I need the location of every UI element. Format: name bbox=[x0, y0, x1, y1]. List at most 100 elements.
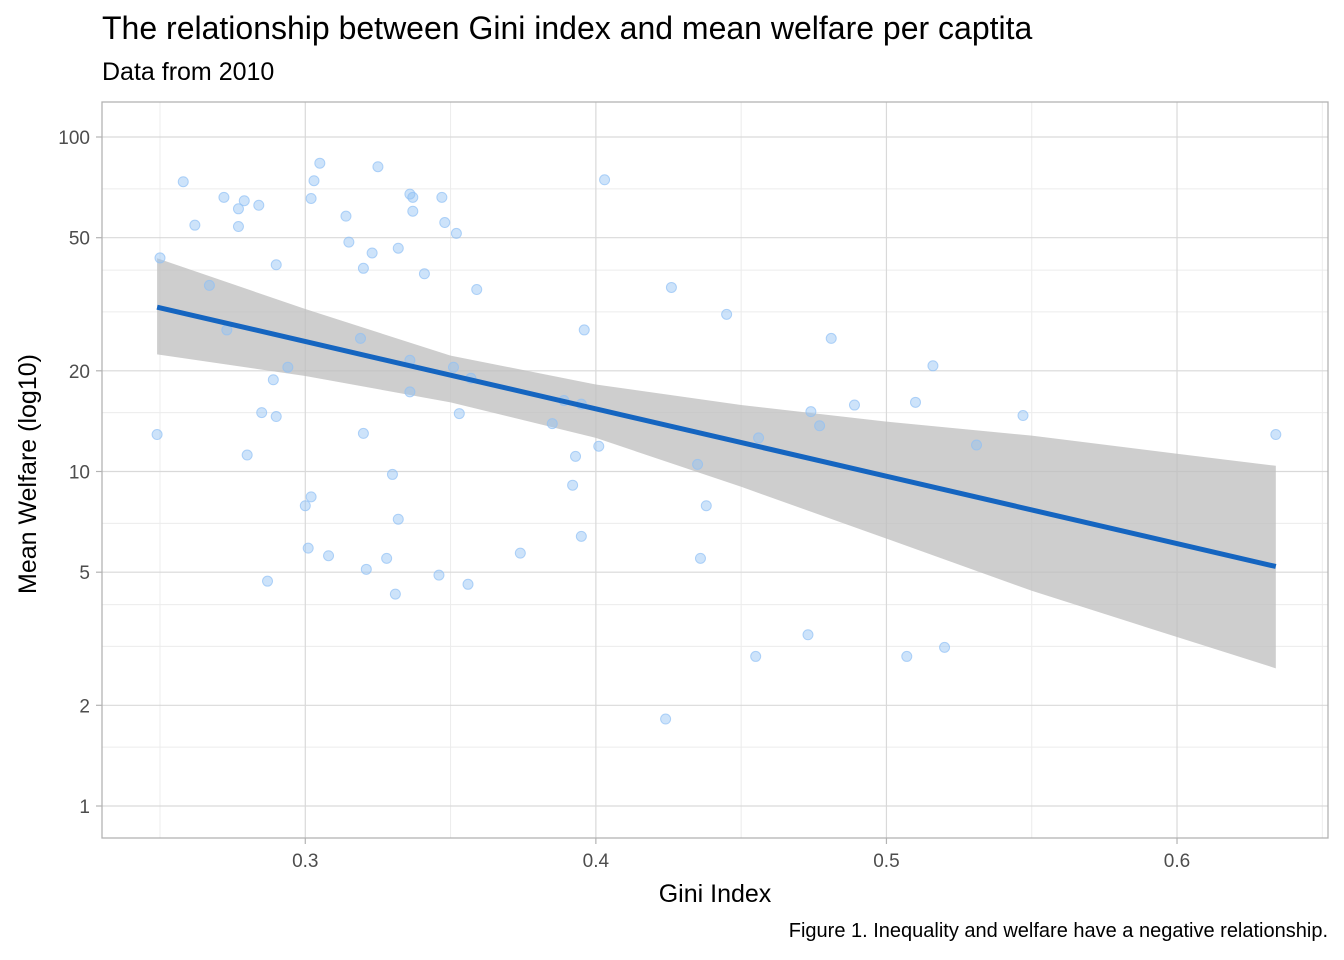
y-axis-title: Mean Welfare (log10) bbox=[14, 354, 42, 594]
data-point bbox=[357, 262, 369, 274]
data-point bbox=[267, 374, 279, 386]
data-point bbox=[665, 281, 677, 293]
data-point bbox=[848, 399, 860, 411]
data-point bbox=[407, 191, 419, 203]
data-point bbox=[256, 407, 268, 419]
data-point bbox=[404, 386, 416, 398]
data-point bbox=[218, 191, 230, 203]
data-point bbox=[323, 550, 335, 562]
data-point bbox=[593, 440, 605, 452]
data-point bbox=[1270, 429, 1282, 441]
data-point bbox=[814, 420, 826, 432]
chart-title: The relationship between Gini index and … bbox=[102, 10, 1033, 46]
data-point bbox=[514, 547, 526, 559]
data-point bbox=[389, 588, 401, 600]
x-tick-label: 0.4 bbox=[583, 851, 610, 872]
chart-subtitle: Data from 2010 bbox=[102, 58, 275, 86]
data-point bbox=[270, 411, 282, 423]
data-point bbox=[203, 279, 215, 291]
y-tick-label: 10 bbox=[69, 463, 90, 484]
data-point bbox=[462, 578, 474, 590]
data-point bbox=[308, 175, 320, 187]
y-tick-label: 100 bbox=[58, 128, 90, 149]
data-point bbox=[154, 252, 166, 264]
chart-caption: Figure 1. Inequality and welfare have a … bbox=[788, 920, 1328, 942]
confidence-band-layer bbox=[157, 258, 1276, 669]
data-point bbox=[802, 629, 814, 641]
data-point bbox=[392, 242, 404, 254]
x-tick-label: 0.6 bbox=[1164, 851, 1190, 872]
data-point bbox=[447, 361, 459, 373]
data-point bbox=[1017, 410, 1029, 422]
x-tick-label: 0.3 bbox=[292, 851, 318, 872]
data-point bbox=[939, 641, 951, 653]
data-point bbox=[750, 650, 762, 662]
data-point bbox=[439, 217, 451, 229]
data-point bbox=[392, 513, 404, 525]
data-point bbox=[343, 236, 355, 248]
data-point bbox=[694, 552, 706, 564]
data-point bbox=[241, 449, 253, 461]
x-axis-title: Gini Index bbox=[659, 880, 772, 908]
data-point bbox=[366, 247, 378, 259]
data-point bbox=[971, 439, 983, 451]
data-point bbox=[418, 268, 430, 280]
data-point bbox=[238, 195, 250, 207]
data-point bbox=[927, 360, 939, 372]
data-point bbox=[471, 284, 483, 296]
x-tick-label: 0.5 bbox=[873, 851, 899, 872]
y-tick-label: 2 bbox=[79, 696, 90, 717]
data-point bbox=[151, 429, 163, 441]
data-point bbox=[692, 458, 704, 470]
data-point bbox=[372, 161, 384, 173]
data-point bbox=[360, 563, 372, 575]
data-point bbox=[578, 324, 590, 336]
trend-line bbox=[156, 304, 1277, 569]
data-point bbox=[453, 408, 465, 420]
data-point bbox=[282, 361, 294, 373]
y-tick-label: 50 bbox=[69, 229, 90, 250]
data-point bbox=[599, 174, 611, 186]
data-point bbox=[340, 210, 352, 222]
data-point bbox=[570, 450, 582, 462]
data-point bbox=[189, 219, 201, 231]
y-tick-label: 5 bbox=[79, 563, 90, 584]
data-point bbox=[354, 332, 366, 344]
data-point bbox=[270, 259, 282, 271]
data-point bbox=[262, 575, 274, 587]
data-point bbox=[901, 650, 913, 662]
trend-line-layer bbox=[156, 304, 1277, 569]
data-point bbox=[433, 569, 445, 581]
data-point bbox=[253, 199, 265, 211]
axis-layer: 0.3 0.4 0.5 0.6 1 2 5 10 20 50 100 bbox=[58, 101, 1329, 872]
data-point bbox=[436, 191, 448, 203]
data-point bbox=[660, 713, 672, 725]
data-point bbox=[381, 552, 393, 564]
y-tick-label: 20 bbox=[69, 362, 90, 383]
data-point bbox=[825, 332, 837, 344]
data-point bbox=[575, 530, 587, 542]
data-point bbox=[805, 406, 817, 418]
panel-border bbox=[101, 101, 1329, 839]
data-point bbox=[357, 427, 369, 439]
data-point bbox=[753, 432, 765, 444]
data-point bbox=[567, 479, 579, 491]
data-point bbox=[909, 396, 921, 408]
data-point bbox=[305, 491, 317, 503]
confidence-band bbox=[157, 258, 1276, 669]
data-point bbox=[721, 308, 733, 320]
data-point bbox=[232, 203, 244, 215]
data-point bbox=[232, 221, 244, 233]
data-point bbox=[299, 500, 311, 512]
data-point bbox=[305, 192, 317, 204]
point-layer bbox=[151, 157, 1282, 725]
data-point bbox=[407, 205, 419, 217]
data-point bbox=[386, 468, 398, 480]
y-tick-label: 1 bbox=[79, 797, 90, 818]
data-point bbox=[302, 542, 314, 554]
data-point bbox=[177, 176, 189, 188]
data-point bbox=[450, 227, 462, 239]
data-point bbox=[700, 500, 712, 512]
data-point bbox=[314, 157, 326, 169]
